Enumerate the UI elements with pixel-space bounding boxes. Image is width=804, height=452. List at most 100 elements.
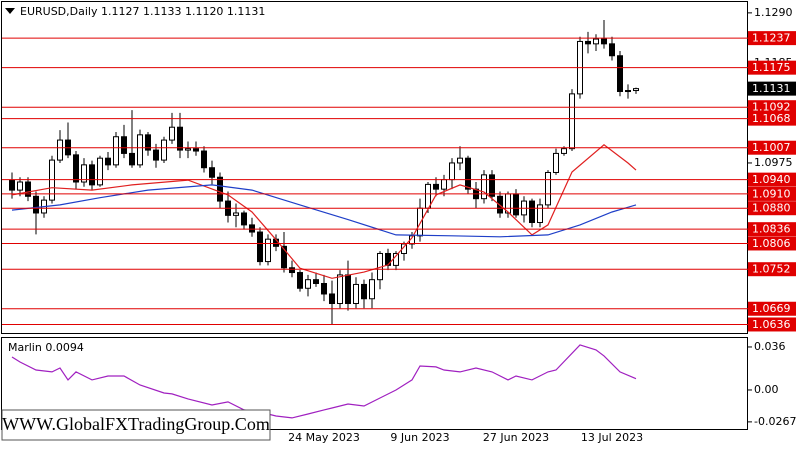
level-label: 1.0940: [752, 173, 791, 186]
candle-body: [105, 157, 111, 166]
candle-body: [513, 193, 519, 216]
y-tick-label: -0.0267: [754, 415, 796, 428]
level-label-box: [748, 186, 796, 201]
candle-body: [33, 195, 39, 214]
candle-body: [529, 200, 535, 224]
candle-body: [617, 55, 623, 92]
candle-body: [489, 174, 495, 197]
indicator-line: [11, 344, 637, 419]
candle-body: [185, 148, 191, 151]
candle-body: [633, 88, 639, 92]
candle-body: [9, 179, 15, 191]
candle-body: [537, 204, 543, 224]
candle-body: [369, 279, 375, 300]
candle-body: [89, 164, 95, 186]
x-tick-label: 27 Jun 2023: [483, 431, 549, 444]
candle-body: [81, 164, 87, 183]
y-tick-label: 1.1290: [754, 6, 793, 19]
candle-body: [441, 179, 447, 190]
candle-body: [177, 126, 183, 151]
candle-body: [17, 181, 23, 191]
level-label: 1.1237: [752, 32, 791, 45]
candle-body: [313, 279, 319, 284]
candle-body: [201, 150, 207, 169]
level-label: 1.1007: [752, 141, 791, 154]
candle-body: [209, 167, 215, 178]
candle-body: [129, 152, 135, 166]
candle-body: [553, 152, 559, 173]
candle-body: [337, 274, 343, 305]
candle-body: [585, 40, 591, 45]
level-label-box: [748, 236, 796, 251]
level-label-box: [748, 222, 796, 237]
level-label-box: [748, 140, 796, 155]
x-tick-label: 13 Jul 2023: [581, 431, 643, 444]
candle-body: [169, 126, 175, 141]
candle-body: [249, 224, 255, 233]
candle-body: [265, 238, 271, 263]
candle-body: [57, 139, 63, 161]
candle-body: [425, 183, 431, 209]
candle-body: [161, 139, 167, 161]
candle-body: [257, 231, 263, 263]
level-label-box: [748, 317, 796, 332]
candle-body: [465, 157, 471, 190]
candle-body: [25, 181, 31, 197]
oscillator-pane: [1, 337, 748, 430]
candle-body: [569, 93, 575, 150]
x-tick-label: 24 May 2023: [288, 431, 360, 444]
candle-body: [73, 154, 79, 183]
y-tick-label: 0.036: [754, 340, 786, 353]
candle-body: [625, 90, 631, 93]
candle-body: [193, 148, 199, 152]
indicator-title: Marlin 0.0094: [8, 341, 84, 354]
level-label: 1.0836: [752, 223, 791, 236]
candle-body: [321, 282, 327, 295]
indicator-line: [11, 184, 637, 238]
candle-body: [457, 157, 463, 164]
candle-body: [217, 176, 223, 202]
level-label: 1.0669: [752, 302, 791, 315]
candle-body: [97, 157, 103, 186]
level-label-box: [748, 111, 796, 126]
y-tick-label: 1.0975: [754, 156, 793, 169]
level-label: 1.0806: [752, 237, 791, 250]
candle-body: [417, 207, 423, 237]
candle-body: [153, 149, 159, 161]
level-label-box: [748, 100, 796, 115]
level-label: 1.1175: [752, 61, 791, 74]
candle-body: [113, 136, 119, 166]
level-label: 1.0910: [752, 187, 791, 200]
candle-body: [137, 134, 143, 166]
level-label-box: [748, 60, 796, 75]
level-label-box: [748, 31, 796, 46]
candle-body: [609, 43, 615, 57]
main-pane: [1, 1, 748, 334]
x-tick-label: 9 Jun 2023: [390, 431, 449, 444]
level-label: 1.1092: [752, 101, 791, 114]
candle-body: [145, 134, 151, 151]
chart-title: EURUSD,Daily 1.1127 1.1133 1.1120 1.1131: [20, 5, 265, 18]
candle-body: [545, 171, 551, 206]
level-label-box: [748, 172, 796, 187]
candle-body: [233, 212, 239, 216]
level-label: 1.1068: [752, 112, 791, 125]
level-label: 1.0880: [752, 202, 791, 215]
last-price-label: 1.1131: [752, 82, 791, 95]
indicator-line: [11, 144, 637, 279]
candle-body: [345, 274, 351, 305]
level-label: 1.0636: [752, 318, 791, 331]
level-label-box: [748, 301, 796, 316]
level-label-box: [748, 262, 796, 277]
plot-layer: 24 May 2023 9 Jun 2023 27 Jun 2023 13 Jul 2…: [2, 6, 796, 444]
candle-body: [449, 162, 455, 181]
watermark: WWW.GlobalFXTradingGroup.Com: [2, 414, 270, 434]
level-label: 1.0752: [752, 263, 791, 276]
candle-body: [353, 283, 359, 305]
candle-body: [121, 136, 127, 154]
candle-body: [561, 148, 567, 154]
menu-arrow[interactable]: [5, 8, 15, 14]
candle-body: [433, 183, 439, 190]
